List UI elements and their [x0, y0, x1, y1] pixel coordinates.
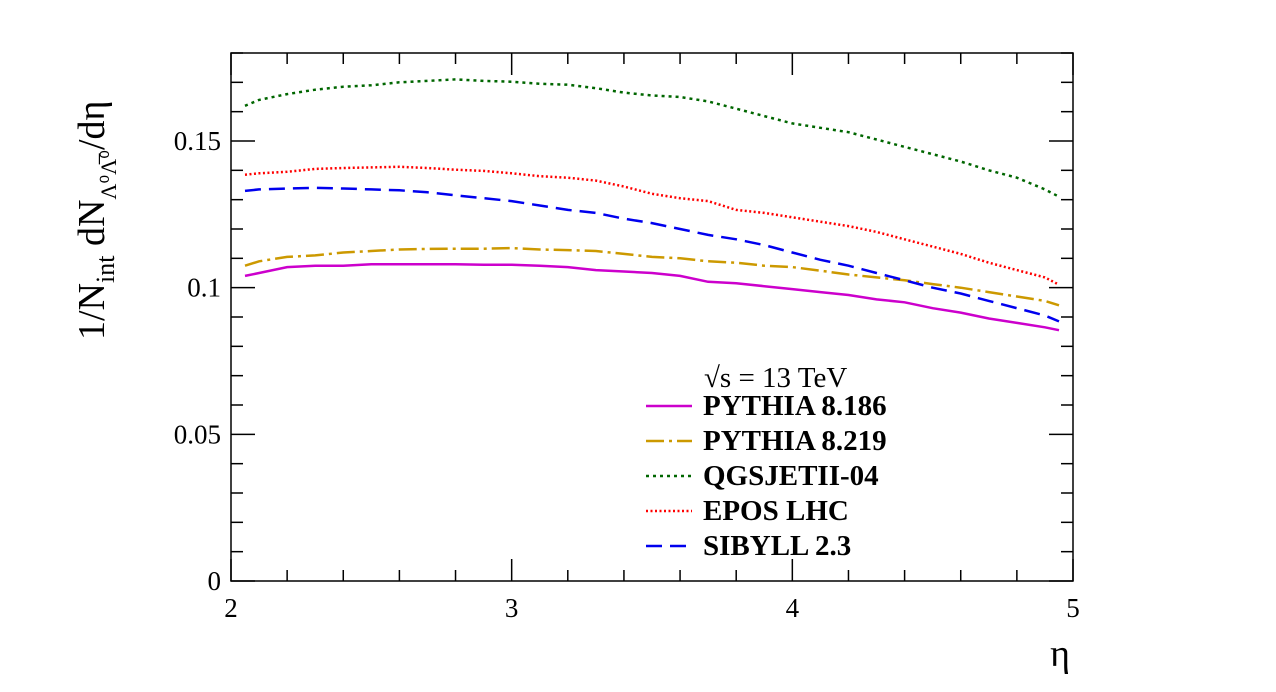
series-line — [244, 186, 1060, 323]
y-axis-title: 1/Nint dNΛ⁰Λ̅⁰/dη — [71, 101, 121, 340]
series-line — [244, 78, 1060, 198]
y-tick-label: 0.15 — [174, 126, 221, 156]
legend-label: QGSJETII-04 — [703, 460, 879, 492]
series-layer — [244, 78, 1060, 332]
y-axis-title-suffix: /dη — [71, 101, 113, 150]
y-axis-title-prefix-sub: int — [91, 255, 120, 283]
legend-header: √s = 13 TeV — [704, 362, 847, 394]
axis-ticks — [230, 52, 1074, 582]
y-axis-title-prefix: 1/N — [71, 283, 113, 340]
y-tick-label: 0.1 — [187, 273, 221, 303]
y-axis-title-middle-sub: Λ⁰Λ̅⁰ — [96, 150, 121, 200]
y-tick-label: 0.05 — [174, 419, 221, 449]
x-tick-label: 4 — [786, 593, 800, 623]
x-tick-label: 3 — [505, 593, 519, 623]
x-axis-title: η — [1050, 633, 1070, 675]
y-axis-title-middle: dN — [71, 200, 113, 256]
series-line — [244, 165, 1060, 286]
axis-tick-labels: 2 3 4 5 0 0.05 0.1 0.15 — [174, 126, 1080, 623]
plot-frame — [230, 52, 1074, 582]
x-tick-label: 2 — [224, 593, 238, 623]
svg-text:1/Nint dNΛ⁰Λ̅⁰/dη: 1/Nint dNΛ⁰Λ̅⁰/dη — [71, 101, 121, 340]
legend-label: PYTHIA 8.219 — [703, 425, 887, 457]
x-tick-label: 5 — [1066, 593, 1080, 623]
legend-label: EPOS LHC — [703, 495, 849, 527]
series-line — [244, 262, 1060, 332]
series-line — [244, 246, 1060, 307]
legend-label: SIBYLL 2.3 — [703, 530, 851, 562]
legend-label: PYTHIA 8.186 — [703, 390, 887, 422]
y-tick-label: 0 — [208, 566, 222, 596]
